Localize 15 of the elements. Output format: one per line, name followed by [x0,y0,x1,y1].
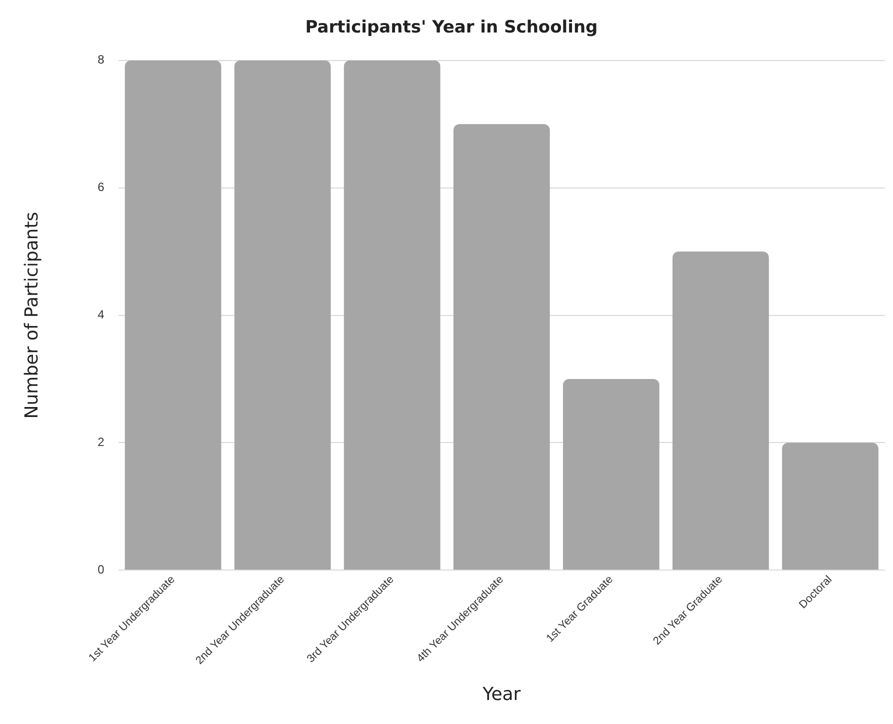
bar [344,60,440,570]
y-tick-label: 0 [98,562,105,576]
y-tick-label: 6 [98,180,105,194]
bar [453,124,550,570]
y-tick-label: 2 [98,435,105,450]
bar [562,379,660,570]
y-axis-title: Number of Participants [21,212,42,419]
bar [234,60,331,570]
chart-title: Participants' Year in Schooling [305,18,598,38]
y-tick-label: 4 [98,308,105,322]
y-tick-label: 8 [98,52,105,67]
bar [672,252,769,570]
bar [124,60,222,570]
bar [782,442,878,570]
x-axis-title: Year [482,684,522,705]
